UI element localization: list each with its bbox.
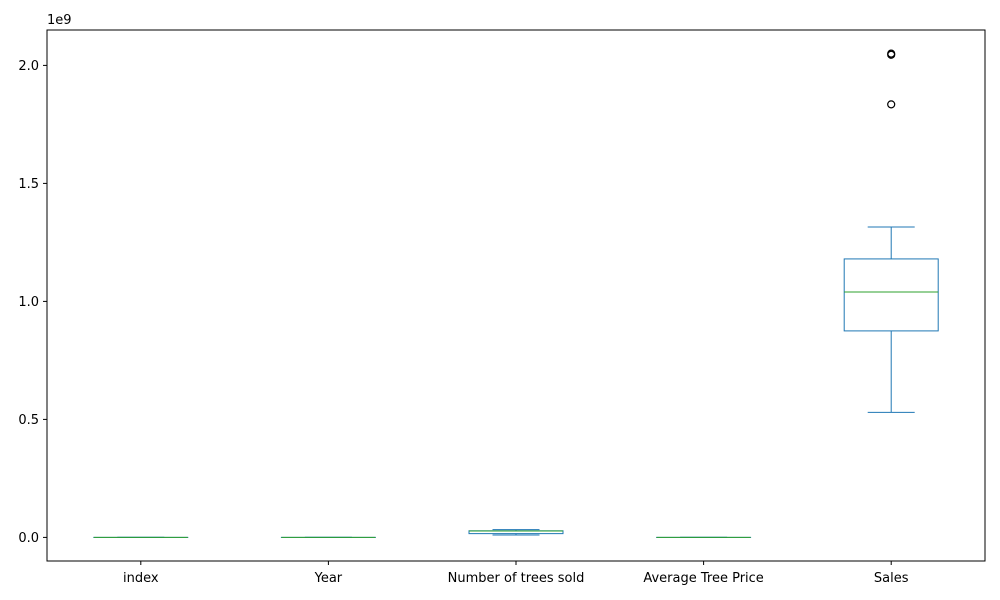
y-axis-offset-text: 1e9 bbox=[47, 13, 72, 28]
box-number-of-trees-sold bbox=[468, 529, 564, 536]
x-axis: index Year Number of trees sold Average Tre… bbox=[123, 561, 909, 586]
outlier-point bbox=[887, 100, 896, 109]
y-tick-label: 1.5 bbox=[18, 177, 39, 192]
y-tick-label: 2.0 bbox=[18, 59, 39, 74]
x-tick-label: index bbox=[123, 571, 159, 586]
x-tick-label: Sales bbox=[874, 571, 909, 586]
plot-area bbox=[93, 49, 939, 538]
x-tick-label: Year bbox=[314, 571, 343, 586]
box-sales bbox=[843, 49, 939, 413]
outlier-point bbox=[887, 49, 896, 58]
y-tick-label: 0.0 bbox=[18, 531, 39, 546]
y-tick-label: 1.0 bbox=[18, 295, 39, 310]
x-tick-label: Average Tree Price bbox=[643, 571, 763, 586]
box-body bbox=[843, 258, 939, 332]
y-axis: 0.0 0.5 1.0 1.5 2.0 bbox=[18, 59, 47, 546]
y-tick-label: 0.5 bbox=[18, 413, 39, 428]
x-tick-label: Number of trees sold bbox=[448, 571, 585, 586]
